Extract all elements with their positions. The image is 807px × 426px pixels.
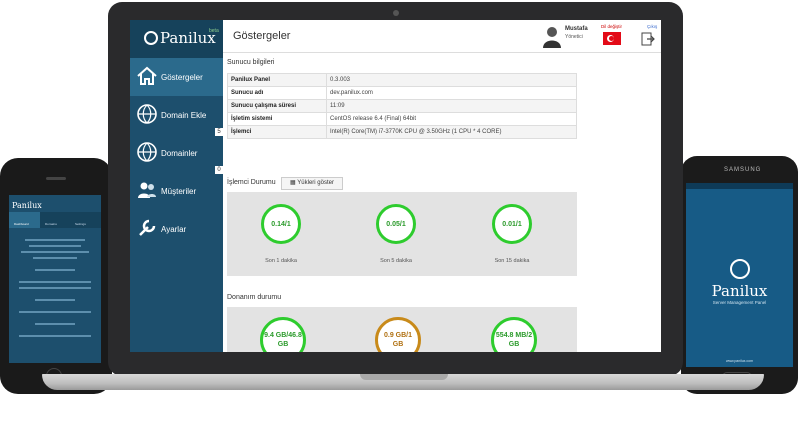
table-row: Sunucu adı dev.panilux.com [227, 86, 577, 100]
row-value: 0.3.003 [326, 73, 577, 87]
cpu-gauge-label: Son 15 dakika [494, 258, 530, 264]
globe-icon [137, 142, 157, 162]
logout-label: Çıkış [647, 24, 658, 29]
cpu-gauge-panel: 0.14/1 Son 1 dakika 0.05/1 Son 5 dakika … [227, 192, 577, 276]
top-header: Göstergeler Mustafa Yönetici Dil değişti… [223, 20, 661, 53]
sidebar-item-label: Domain Ekle [161, 111, 207, 120]
hardware-gauge-panel: 9.4 GB/46.8 GB 0.9 GB/1 GB 554.8 MB/2 GB [227, 307, 577, 352]
iphone-tab-dashboard[interactable]: Dashboard [14, 222, 29, 226]
cpu-gauge-label: Son 1 dakika [265, 258, 297, 264]
row-key: İşlemci [227, 125, 327, 139]
galaxy-logo-icon [730, 259, 750, 279]
sidebar-item-domain-ekle[interactable]: Domain Ekle [130, 96, 223, 134]
iphone-screen: Panilux Dashboard Domains Settings [9, 195, 101, 363]
chart-icon: ▦ [290, 180, 298, 186]
sidebar-item-label: Ayarlar [161, 225, 187, 234]
table-row: Panilux Panel 0.3.003 [227, 73, 577, 87]
row-key: Sunucu adı [227, 86, 327, 100]
server-info-title: Sunucu bilgileri [227, 59, 275, 66]
galaxy-brand: Panilux [711, 282, 768, 300]
memory-gauge: 0.9 GB/1 GB [375, 317, 421, 352]
galaxy-subtitle: Server Management Panel [712, 300, 767, 305]
cpu-gauge-label: Son 5 dakika [380, 258, 412, 264]
row-value: dev.panilux.com [326, 86, 577, 100]
table-row: Sunucu çalışma süresi 11:09 [227, 99, 577, 113]
row-key: Panilux Panel [227, 73, 327, 87]
globe-add-icon [137, 104, 157, 124]
brand-version: beta [209, 28, 219, 34]
row-value: 11:09 [326, 99, 577, 113]
iphone-tab-settings[interactable]: Settings [75, 222, 86, 226]
sidebar-item-label: Müşteriler [161, 187, 197, 196]
sidebar-item-ayarlar[interactable]: Ayarlar [130, 210, 223, 248]
laptop-screen: Panilux beta Göstergeler Domain Ekle Dom… [130, 20, 661, 352]
server-info-table: Panilux Panel 0.3.003 Sunucu adı dev.panil… [227, 73, 577, 139]
home-icon [137, 66, 157, 85]
sidebar: Panilux beta Göstergeler Domain Ekle Dom… [130, 20, 223, 352]
sidebar-item-domainler[interactable]: Domainler [130, 134, 223, 172]
camera-icon [393, 10, 399, 16]
cpu-gauge-15min: 0.01/1 [492, 204, 532, 244]
row-value: CentOS release 6.4 (Final) 64bit [326, 112, 577, 126]
show-loads-label: Yükleri göster [297, 180, 334, 186]
table-row: İşlemci Intel(R) Core(TM) i7-3770K CPU @ … [227, 125, 577, 139]
logout-icon[interactable] [641, 32, 655, 46]
brand-bar[interactable]: Panilux beta [130, 20, 223, 58]
iphone-speaker [46, 177, 66, 180]
sidebar-item-label: Domainler [161, 149, 198, 158]
users-icon [138, 182, 156, 198]
galaxy-screen: Panilux Server Management Panel www.pani… [686, 183, 793, 367]
hardware-status-title: Donanım durumu [227, 294, 282, 301]
galaxy-maker: SAMSUNG [724, 167, 762, 173]
cpu-status-title: İşlemci Durumu [227, 179, 276, 186]
iphone-tab-domains[interactable]: Domains [45, 222, 57, 226]
cpu-gauge-5min: 0.05/1 [376, 204, 416, 244]
user-role: Yönetici [565, 34, 583, 40]
row-value: Intel(R) Core(TM) i7-3770K CPU @ 3.50GHz… [326, 125, 577, 139]
brand-name: Panilux [160, 29, 216, 47]
laptop-notch [360, 374, 448, 380]
row-key: İşletim sistemi [227, 112, 327, 126]
turkish-flag-icon[interactable] [603, 32, 621, 45]
table-row: İşletim sistemi CentOS release 6.4 (Final… [227, 112, 577, 126]
galaxy-footer: www.panilux.com [725, 359, 754, 363]
avatar[interactable] [543, 26, 561, 48]
sidebar-item-gostergeler[interactable]: Göstergeler [130, 58, 223, 96]
domain-count-badge: 5 [215, 128, 223, 136]
show-loads-button[interactable]: ▦ Yükleri göster [281, 177, 343, 190]
language-label: Dil değiştir [601, 24, 623, 29]
swap-gauge: 554.8 MB/2 GB [491, 317, 537, 352]
laptop-base [42, 374, 764, 390]
iphone-content-lines [15, 235, 95, 355]
logo-icon [144, 31, 158, 45]
user-name: Mustafa [565, 26, 588, 32]
row-key: Sunucu çalışma süresi [227, 99, 327, 113]
iphone-brand: Panilux [12, 201, 42, 210]
disk-gauge: 9.4 GB/46.8 GB [260, 317, 306, 352]
sidebar-item-musteriler[interactable]: Müşteriler [130, 172, 223, 210]
page-title: Göstergeler [233, 30, 291, 42]
cpu-gauge-1min: 0.14/1 [261, 204, 301, 244]
customer-count-badge: 0 [215, 166, 223, 174]
wrench-icon [139, 219, 156, 236]
main-content: Sunucu bilgileri Panilux Panel 0.3.003 Su… [223, 53, 661, 352]
sidebar-item-label: Göstergeler [161, 73, 203, 82]
